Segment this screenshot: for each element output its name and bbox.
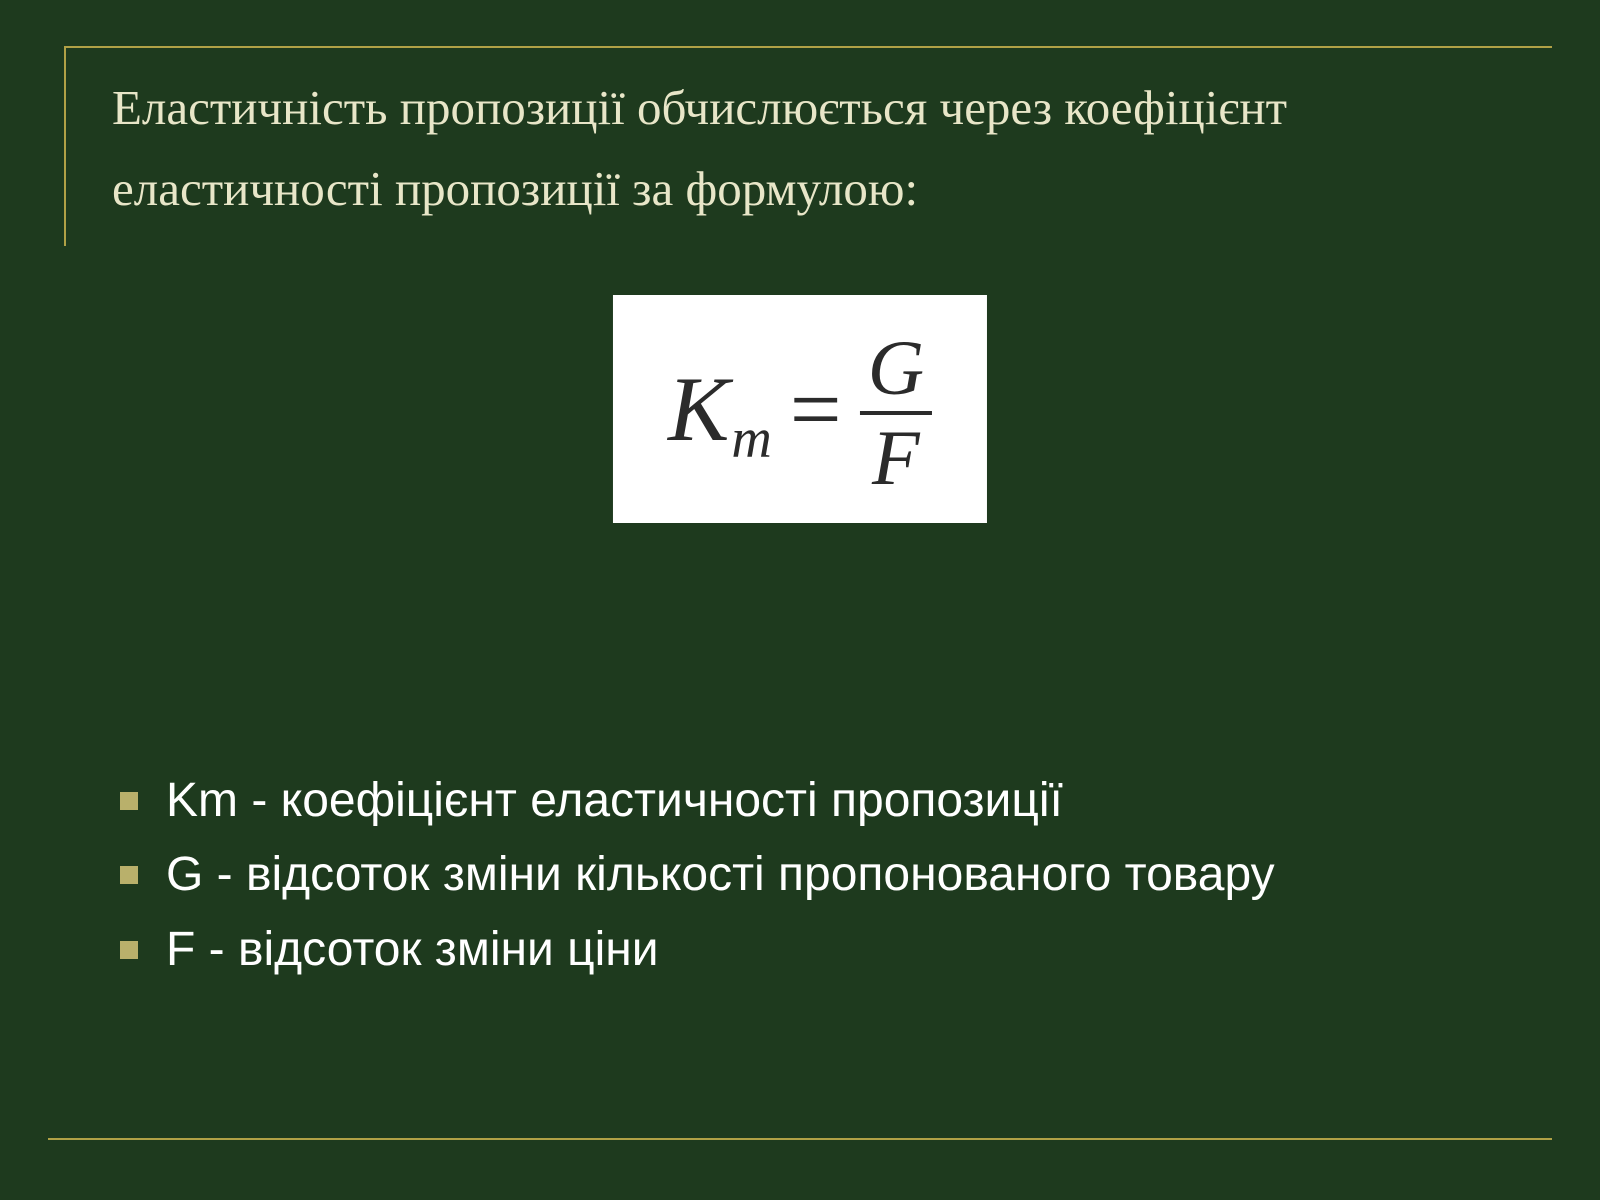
frame-border-bottom [48, 1138, 1552, 1140]
list-item: Km - коефіцієнт еластичності пропозиції [120, 770, 1520, 832]
formula-lhs-sub: m [731, 411, 771, 467]
list-item: G - відсоток зміни кількості пропоновано… [120, 844, 1520, 906]
bullet-marker-icon [120, 866, 138, 884]
bullet-text: F - відсоток зміни ціни [166, 919, 659, 981]
frame-border-left [64, 46, 66, 246]
bullet-marker-icon [120, 941, 138, 959]
formula-box: Km = G F [613, 295, 987, 523]
bullet-text: Km - коефіцієнт еластичності пропозиції [166, 770, 1063, 832]
frame-border-top [64, 46, 1552, 48]
formula: Km = G F [668, 325, 932, 493]
bullet-text: G - відсоток зміни кількості пропоновано… [166, 844, 1275, 906]
formula-lhs-var: K [668, 363, 729, 455]
formula-equals: = [790, 363, 842, 455]
list-item: F - відсоток зміни ціни [120, 919, 1520, 981]
bullet-list: Km - коефіцієнт еластичності пропозиції … [120, 770, 1520, 993]
bullet-marker-icon [120, 792, 138, 810]
slide-title: Еластичність пропозиції обчислюється чер… [112, 68, 1520, 230]
formula-fraction: G F [860, 329, 932, 497]
formula-numerator: G [860, 329, 932, 411]
formula-denominator: F [864, 415, 928, 497]
